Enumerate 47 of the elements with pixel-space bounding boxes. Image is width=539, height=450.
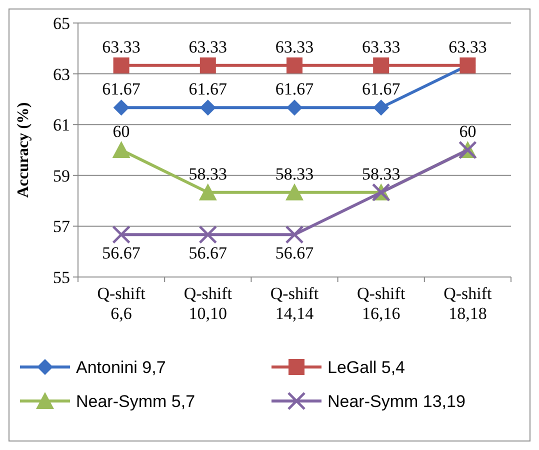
data-label: 61.67 <box>102 80 141 99</box>
data-label: 61.67 <box>188 80 228 99</box>
y-tick-label: 59 <box>53 166 70 186</box>
y-tick-label: 57 <box>53 217 70 236</box>
point <box>373 100 390 116</box>
point <box>198 225 218 244</box>
point <box>200 100 216 116</box>
y-tick-label: 63 <box>53 64 70 84</box>
legend-label: LeGall 5,4 <box>328 358 405 377</box>
point <box>285 225 304 244</box>
y-axis-title: Accuracy (%) <box>15 102 32 198</box>
point <box>112 225 131 244</box>
legend-label: Near-Symm 13,19 <box>328 392 466 411</box>
data-label: 63.33 <box>188 37 228 56</box>
data-label: 63.33 <box>448 37 487 56</box>
point <box>113 100 130 116</box>
x-tick-label: Q-shift 14,14 <box>270 284 319 323</box>
point <box>200 57 216 74</box>
data-label: 58.33 <box>362 164 400 184</box>
y-tick-label: 65 <box>53 14 70 33</box>
data-label: 63.33 <box>275 37 314 56</box>
y-tick-label: 55 <box>53 268 70 287</box>
data-label: 63.33 <box>102 37 140 56</box>
data-label: 61.67 <box>362 80 401 99</box>
point <box>113 57 130 74</box>
x-tick-label: Q-shift 10,10 <box>184 284 232 323</box>
data-label: 56.67 <box>102 244 141 263</box>
point <box>286 100 302 116</box>
x-tick-label: Q-shift 6,6 <box>97 284 146 323</box>
data-label: 56.67 <box>275 244 314 263</box>
legend-label: Near-Symm 5,7 <box>76 392 196 411</box>
data-label: 58.33 <box>188 164 228 184</box>
x-tick-label: Q-shift 18,18 <box>444 284 492 323</box>
data-label: 56.67 <box>188 244 228 263</box>
x-tick-label: Q-shift 16,16 <box>357 284 406 323</box>
legend-label: Antonini 9,7 <box>76 358 166 377</box>
y-tick-label: 61 <box>53 116 70 135</box>
point <box>112 141 130 158</box>
data-label: 60 <box>112 122 130 141</box>
data-label: 63.33 <box>362 37 400 56</box>
point <box>198 183 217 200</box>
point <box>286 183 304 200</box>
data-label: 60 <box>459 122 476 141</box>
point <box>286 57 302 74</box>
data-label: 61.67 <box>275 80 314 99</box>
point <box>373 57 390 74</box>
data-label: 58.33 <box>275 164 314 184</box>
